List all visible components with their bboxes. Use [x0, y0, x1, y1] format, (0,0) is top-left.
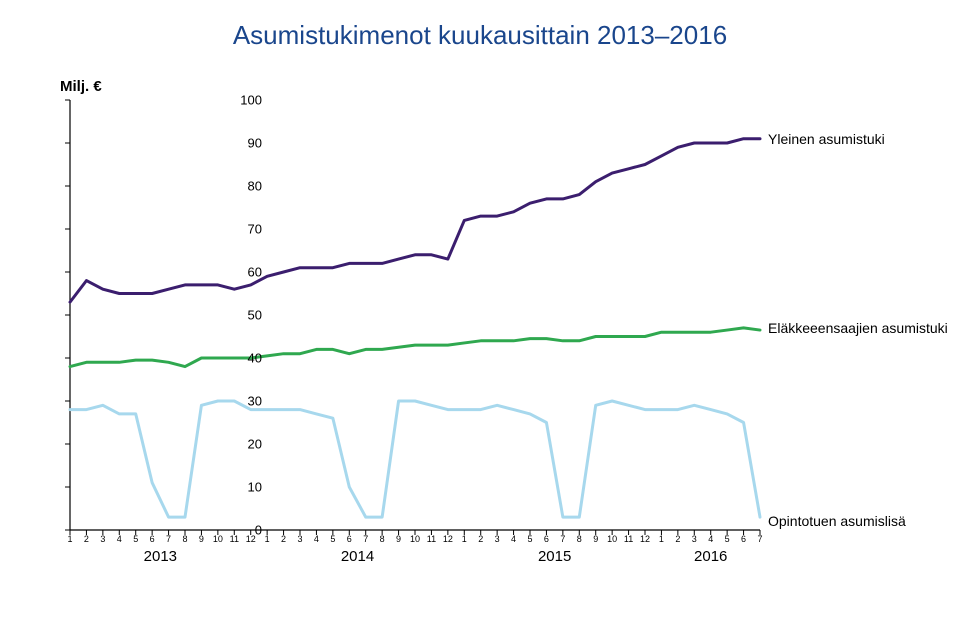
year-label: 2016 — [694, 548, 727, 565]
x-tick-label: 3 — [297, 534, 302, 544]
chart-svg — [70, 100, 760, 530]
x-tick-label: 9 — [199, 534, 204, 544]
x-tick-label: 1 — [67, 534, 72, 544]
x-tick-label: 1 — [462, 534, 467, 544]
year-label: 2014 — [341, 548, 374, 565]
y-tick-label: 30 — [232, 394, 262, 409]
x-tick-label: 7 — [166, 534, 171, 544]
x-tick-label: 7 — [560, 534, 565, 544]
x-tick-label: 8 — [182, 534, 187, 544]
x-tick-label: 8 — [577, 534, 582, 544]
x-tick-label: 12 — [640, 534, 650, 544]
x-tick-label: 2 — [84, 534, 89, 544]
x-tick-label: 11 — [427, 534, 436, 544]
y-tick-label: 60 — [232, 265, 262, 280]
y-tick-label: 20 — [232, 437, 262, 452]
x-tick-label: 3 — [692, 534, 697, 544]
x-tick-label: 7 — [757, 534, 762, 544]
x-tick-label: 4 — [708, 534, 713, 544]
year-label: 2013 — [144, 548, 177, 565]
x-tick-label: 12 — [246, 534, 256, 544]
series-label: Eläkkeeensaajien asumistuki — [768, 320, 948, 336]
y-tick-label: 70 — [232, 222, 262, 237]
x-tick-label: 9 — [396, 534, 401, 544]
x-tick-label: 11 — [624, 534, 633, 544]
x-tick-label: 4 — [511, 534, 516, 544]
y-tick-label: 10 — [232, 480, 262, 495]
chart-title: Asumistukimenot kuukausittain 2013–2016 — [0, 20, 960, 51]
x-tick-label: 5 — [330, 534, 335, 544]
x-tick-label: 1 — [265, 534, 270, 544]
y-tick-label: 50 — [232, 308, 262, 323]
x-tick-label: 9 — [593, 534, 598, 544]
y-axis-label: Milj. € — [60, 78, 102, 95]
year-label: 2015 — [538, 548, 571, 565]
x-tick-label: 2 — [675, 534, 680, 544]
x-tick-label: 6 — [741, 534, 746, 544]
x-tick-label: 5 — [725, 534, 730, 544]
x-tick-label: 2 — [281, 534, 286, 544]
x-tick-label: 6 — [544, 534, 549, 544]
series-label: Yleinen asumistuki — [768, 131, 885, 147]
series-label: Opintotuen asumislisä — [768, 513, 906, 529]
x-tick-label: 10 — [213, 534, 223, 544]
y-tick-label: 80 — [232, 179, 262, 194]
x-tick-label: 5 — [133, 534, 138, 544]
x-tick-label: 7 — [363, 534, 368, 544]
y-tick-label: 90 — [232, 136, 262, 151]
x-tick-label: 8 — [380, 534, 385, 544]
x-tick-label: 6 — [347, 534, 352, 544]
x-tick-label: 5 — [527, 534, 532, 544]
chart-container: Asumistukimenot kuukausittain 2013–2016 … — [0, 0, 960, 621]
x-tick-label: 2 — [478, 534, 483, 544]
y-tick-label: 100 — [232, 93, 262, 108]
x-tick-label: 10 — [607, 534, 617, 544]
x-tick-label: 1 — [659, 534, 664, 544]
x-tick-label: 11 — [230, 534, 239, 544]
x-tick-label: 3 — [495, 534, 500, 544]
x-tick-label: 4 — [117, 534, 122, 544]
x-tick-label: 6 — [150, 534, 155, 544]
x-tick-label: 12 — [443, 534, 453, 544]
x-tick-label: 3 — [100, 534, 105, 544]
y-tick-label: 40 — [232, 351, 262, 366]
plot-area — [70, 100, 760, 530]
x-tick-label: 10 — [410, 534, 420, 544]
x-tick-label: 4 — [314, 534, 319, 544]
